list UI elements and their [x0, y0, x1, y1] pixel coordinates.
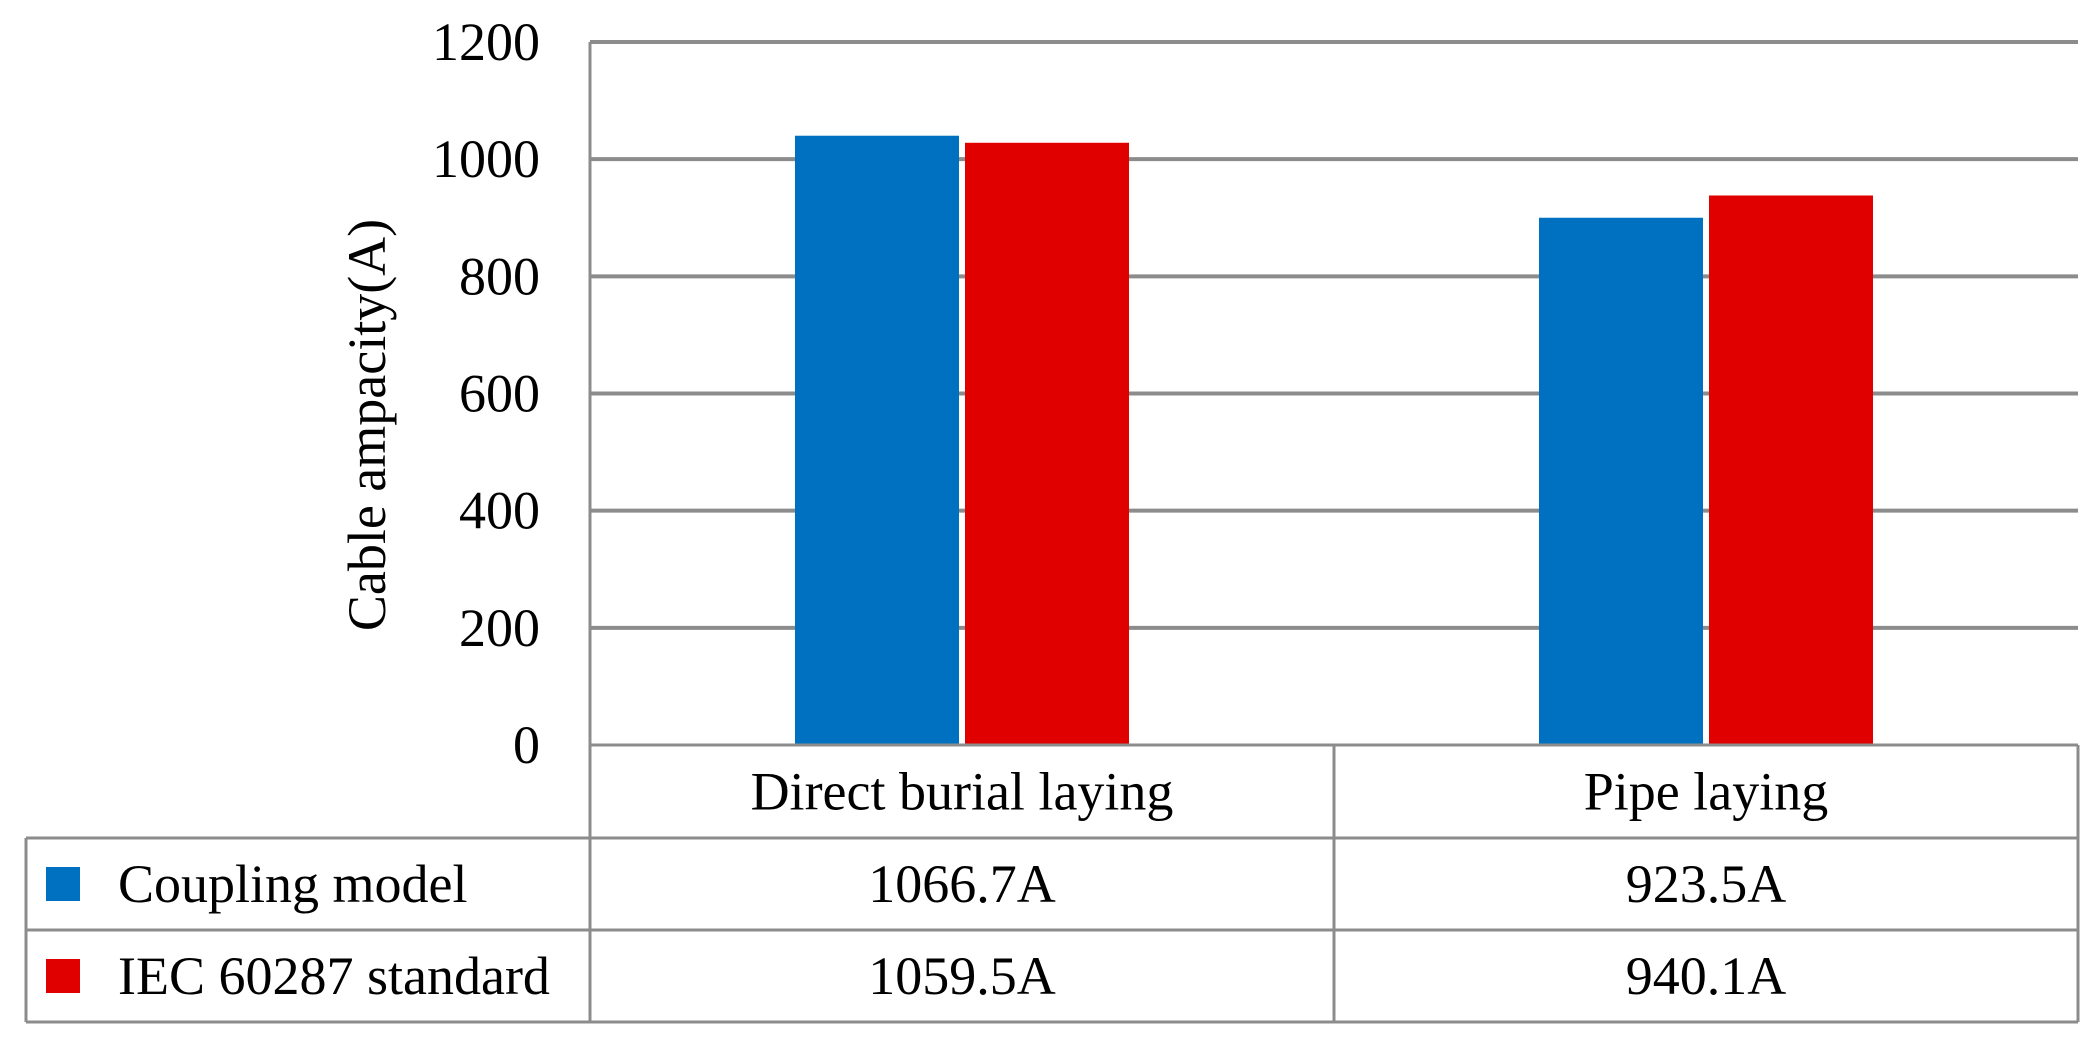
table-value-coupling-model-pipe-laying: 923.5A [1626, 854, 1787, 914]
data-table: Direct burial laying Pipe laying Coupling … [24, 743, 2080, 1024]
legend-key-iec-60287-standard [46, 959, 80, 993]
y-tick-label: 200 [459, 598, 540, 658]
y-tick-label: 600 [459, 364, 540, 424]
bar-iec-60287-standard-pipe-laying [1709, 195, 1873, 745]
y-axis-label: Cable ampacity(A) [337, 219, 397, 631]
legend-label-coupling-model: Coupling model [118, 854, 468, 914]
y-tick-label: 400 [459, 481, 540, 541]
table-value-iec-60287-standard-direct-burial-laying: 1059.5A [868, 946, 1056, 1006]
bars [795, 135, 1873, 746]
bar-iec-60287-standard-direct-burial-laying [965, 142, 1129, 746]
table-value-iec-60287-standard-pipe-laying: 940.1A [1626, 946, 1787, 1006]
y-tick-label: 800 [459, 246, 540, 306]
table-value-coupling-model-direct-burial-laying: 1066.7A [868, 854, 1056, 914]
y-tick-label: 1200 [432, 12, 540, 72]
y-tick-label: 1000 [432, 129, 540, 189]
y-axis-ticks: 0 200 400 600 800 1000 1200 [432, 12, 540, 775]
category-label-pipe-laying: Pipe laying [1584, 762, 1828, 822]
category-label-direct-burial-laying: Direct burial laying [751, 762, 1174, 822]
y-tick-label: 0 [513, 715, 540, 775]
bar-coupling-model-pipe-laying [1539, 217, 1703, 745]
bar-coupling-model-direct-burial-laying [795, 135, 959, 745]
legend-label-iec-60287-standard: IEC 60287 standard [118, 946, 550, 1006]
legend-key-coupling-model [46, 867, 80, 901]
